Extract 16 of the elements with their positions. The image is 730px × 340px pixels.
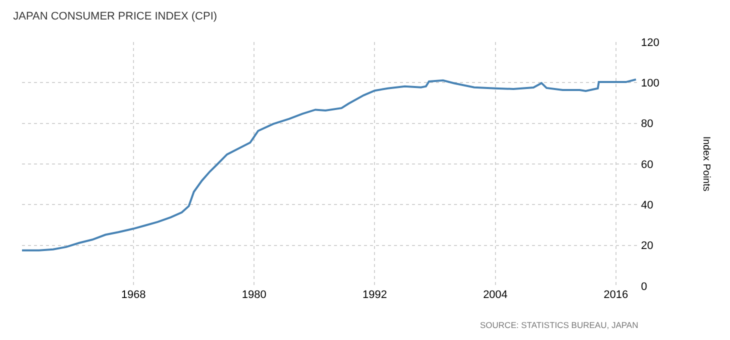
y-tick-label: 40 [641, 200, 654, 212]
x-tick-label: 2016 [604, 289, 628, 301]
x-tick-label: 1992 [362, 289, 387, 301]
x-tick-label: 1968 [121, 289, 146, 301]
y-axis-title: Index Points [700, 136, 712, 192]
line-series [22, 78, 637, 252]
y-tick-label: 0 [641, 280, 648, 293]
y-tick-label: 60 [641, 158, 654, 171]
source-note: SOURCE: STATISTICS BUREAU, JAPAN [480, 320, 638, 330]
y-tick-label: 80 [641, 118, 654, 130]
chart-title: JAPAN CONSUMER PRICE INDEX (CPI) [13, 10, 218, 23]
y-tick-label: 120 [641, 36, 660, 49]
y-tick-label: 20 [641, 240, 654, 252]
x-tick-label: 2004 [483, 289, 508, 301]
y-tick-label: 100 [641, 78, 660, 90]
x-tick-label: 1980 [242, 289, 266, 301]
